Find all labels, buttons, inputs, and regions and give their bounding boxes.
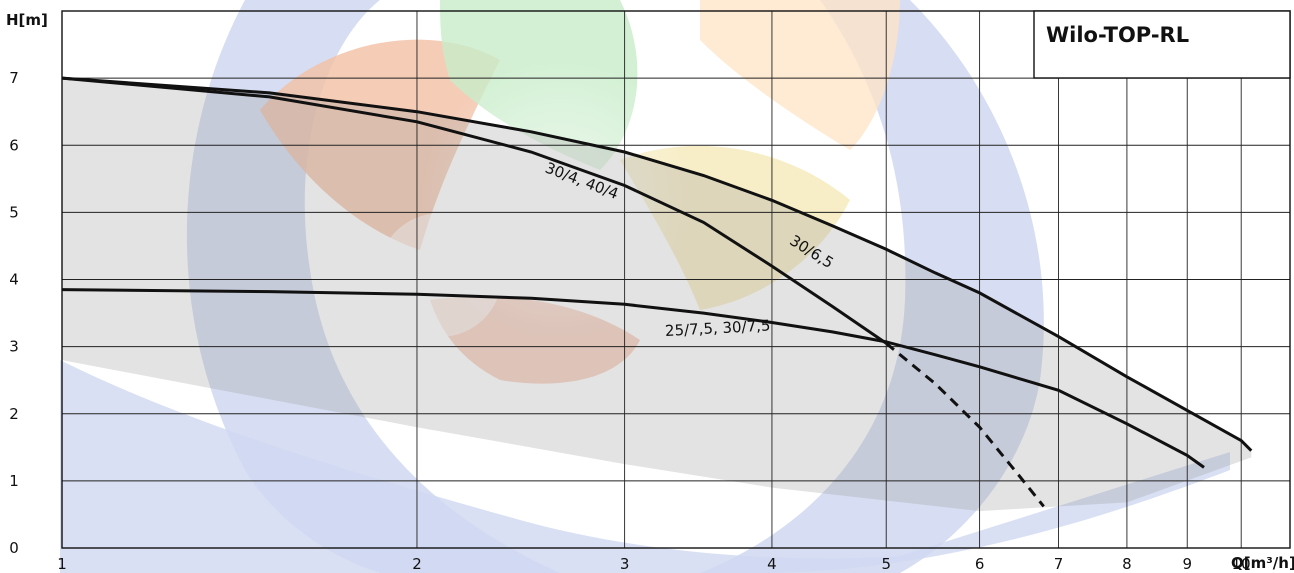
curve-30-6-5 xyxy=(61,76,1253,452)
y-tick-label: 3 xyxy=(9,338,19,356)
x-tick-label: 1 xyxy=(57,555,67,573)
y-tick-label: 1 xyxy=(9,472,19,490)
y-tick-label: 5 xyxy=(9,203,19,221)
y-tick-labels: 0 1 2 3 4 5 6 7 xyxy=(9,69,19,557)
background-watermark xyxy=(60,0,1230,573)
chart-title: Wilo-TOP-RL xyxy=(1046,23,1189,47)
y-tick-label: 4 xyxy=(9,271,19,289)
curve-30-4-40-4-extension- xyxy=(885,342,1045,508)
x-tick-label: 5 xyxy=(881,555,891,573)
curve-30-4-40-4 xyxy=(61,76,888,345)
curves xyxy=(61,76,1253,508)
x-tick-label: 9 xyxy=(1182,555,1192,573)
x-tick-label: 3 xyxy=(620,555,630,573)
x-tick-label: 2 xyxy=(412,555,422,573)
x-tick-label: 4 xyxy=(767,555,777,573)
x-axis-label: Q[m³/h] xyxy=(1231,554,1294,572)
x-tick-label: 8 xyxy=(1122,555,1132,573)
y-tick-label: 7 xyxy=(9,69,19,87)
y-tick-label: 2 xyxy=(9,405,19,423)
curve-label: 25/7,5, 30/7,5 xyxy=(665,316,771,339)
x-tick-label: 6 xyxy=(975,555,985,573)
y-axis-label: H[m] xyxy=(6,11,48,29)
y-tick-label: 6 xyxy=(9,136,19,154)
curve-25-7-5-30-7-5 xyxy=(61,288,1205,469)
x-tick-label: 10 xyxy=(1232,555,1251,573)
x-tick-labels: 1 2 3 4 5 6 7 8 9 10 xyxy=(57,555,1251,573)
y-tick-label: 0 xyxy=(9,539,19,557)
x-tick-label: 7 xyxy=(1054,555,1064,573)
title-box: Wilo-TOP-RL xyxy=(1033,10,1291,79)
plot-frame xyxy=(61,10,1291,549)
